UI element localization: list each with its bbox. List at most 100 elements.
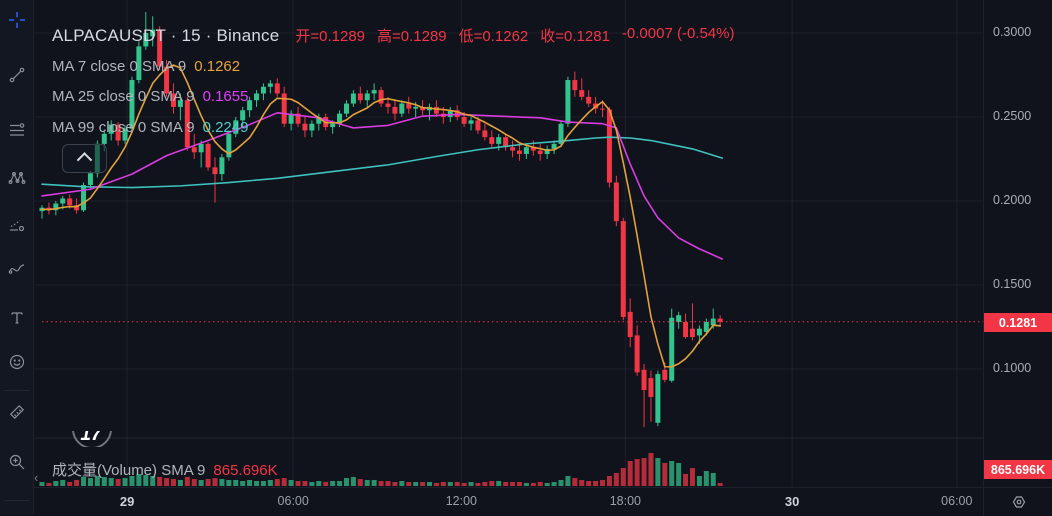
candle-body — [516, 150, 522, 154]
volume-bar — [489, 481, 495, 486]
emoji-icon[interactable] — [0, 347, 33, 377]
volume-badge: 865.696K — [984, 460, 1052, 479]
volume-bar — [260, 481, 266, 486]
brush-icon[interactable] — [0, 253, 33, 283]
forecast-icon[interactable] — [0, 210, 33, 240]
symbol-title[interactable]: ALPACAUSDT · 15 · Binance — [52, 26, 280, 45]
candle-body — [108, 124, 114, 134]
volume-bar — [558, 479, 564, 486]
volume-bar — [157, 476, 163, 486]
volume-bar — [101, 476, 107, 486]
sticker-text: 17 — [80, 431, 102, 445]
last-price-badge: 0.1281 — [984, 313, 1052, 332]
candle-body — [295, 113, 301, 124]
chevron-up-icon — [76, 152, 93, 168]
candle-body — [309, 123, 315, 131]
candle-body — [337, 113, 343, 124]
candle-body — [240, 110, 246, 121]
volume-bar — [337, 481, 343, 486]
volume-bar — [164, 478, 170, 486]
candle-body — [87, 173, 93, 186]
candle-body — [537, 150, 543, 154]
volume-bar — [703, 471, 709, 486]
text-tool-icon[interactable] — [0, 303, 33, 333]
volume-bar — [620, 468, 626, 486]
volume-bar — [427, 482, 433, 486]
zoom-in-icon[interactable] — [0, 447, 33, 477]
candle-body — [420, 106, 426, 111]
candle-body — [67, 198, 73, 206]
candle-body — [489, 137, 495, 144]
xabcd-pattern-icon[interactable] — [0, 163, 33, 193]
volume-bar — [108, 478, 114, 486]
volume-bar — [433, 482, 439, 486]
volume-bar — [634, 459, 640, 486]
volume-bar — [537, 482, 543, 486]
candle-body — [475, 120, 481, 131]
volume-bar — [662, 462, 668, 486]
volume-bar — [544, 482, 550, 486]
candle-body — [53, 203, 59, 211]
candle-body — [606, 109, 612, 183]
candle-body — [523, 147, 529, 154]
volume-bar — [288, 479, 294, 486]
candle-body — [392, 106, 398, 114]
candle-body — [468, 120, 474, 124]
volume-bar — [717, 482, 723, 486]
ohlc-high: 高=0.1289 — [377, 28, 447, 45]
price-axis-label: 0.2000 — [993, 193, 1032, 207]
candle-body — [226, 133, 232, 158]
volume-legend-row[interactable]: 成交量(Volume) SMA 9 865.696K — [52, 459, 278, 480]
sticker-17[interactable]: 17 — [70, 431, 112, 447]
volume-bar — [267, 479, 273, 486]
candle-body — [267, 83, 273, 87]
volume-bar — [136, 473, 142, 486]
candle-body — [676, 315, 682, 322]
candle-body — [343, 103, 349, 114]
legend-collapse-button[interactable] — [62, 144, 107, 173]
candle-body — [433, 106, 439, 114]
candle-body — [364, 93, 370, 101]
indicator-ma25-row[interactable]: MA 25 close 0 SMA 9 0.1655 — [52, 88, 248, 105]
chevron-left-icon[interactable]: ‹ — [34, 470, 39, 485]
volume-bar — [516, 482, 522, 486]
crosshair-cursor-icon[interactable] — [0, 5, 33, 35]
toolbar-divider — [4, 390, 29, 391]
time-axis[interactable]: 29 06:00 12:00 18:00 30 06:00 — [0, 487, 983, 516]
time-axis-label: 12:00 — [445, 494, 477, 508]
volume-bar — [330, 481, 336, 486]
candle-body — [170, 93, 176, 107]
candle-body — [579, 90, 585, 97]
candle-body — [572, 80, 578, 91]
candle-body — [357, 93, 363, 101]
candle-body — [184, 100, 190, 148]
candle-body — [641, 369, 647, 390]
trend-line-icon[interactable] — [0, 60, 33, 90]
axis-settings-corner[interactable] — [983, 487, 1052, 516]
volume-bar — [357, 479, 363, 486]
volume-bar — [496, 481, 502, 486]
candle-body — [648, 378, 654, 397]
price-axis-label: 0.3000 — [993, 25, 1032, 39]
candle-body — [150, 29, 156, 37]
candle-body — [620, 221, 626, 317]
fib-lines-icon[interactable] — [0, 115, 33, 145]
price-axis[interactable]: 0.3000 0.2500 0.2000 0.1500 0.1000 — [983, 0, 1052, 487]
candle-body — [551, 143, 557, 149]
gear-icon — [1012, 496, 1025, 508]
volume-bar — [696, 476, 702, 486]
measure-ruler-icon[interactable] — [0, 397, 33, 427]
indicator-ma7-row[interactable]: MA 7 close 0 SMA 9 0.1262 — [52, 58, 240, 75]
volume-bar — [378, 481, 384, 486]
volume-bar — [503, 482, 509, 486]
volume-bar — [683, 473, 689, 486]
candle-body — [212, 167, 218, 175]
volume-bar — [399, 481, 405, 486]
candle-body — [288, 113, 294, 124]
chart-legend-header: ALPACAUSDT · 15 · Binance 开=0.1289 高=0.1… — [52, 25, 734, 46]
volume-bar — [302, 481, 308, 486]
candle-body — [157, 29, 163, 67]
indicator-ma99-row[interactable]: MA 99 close 0 SMA 9 0.2249 — [52, 119, 248, 136]
candle-body — [413, 106, 419, 109]
